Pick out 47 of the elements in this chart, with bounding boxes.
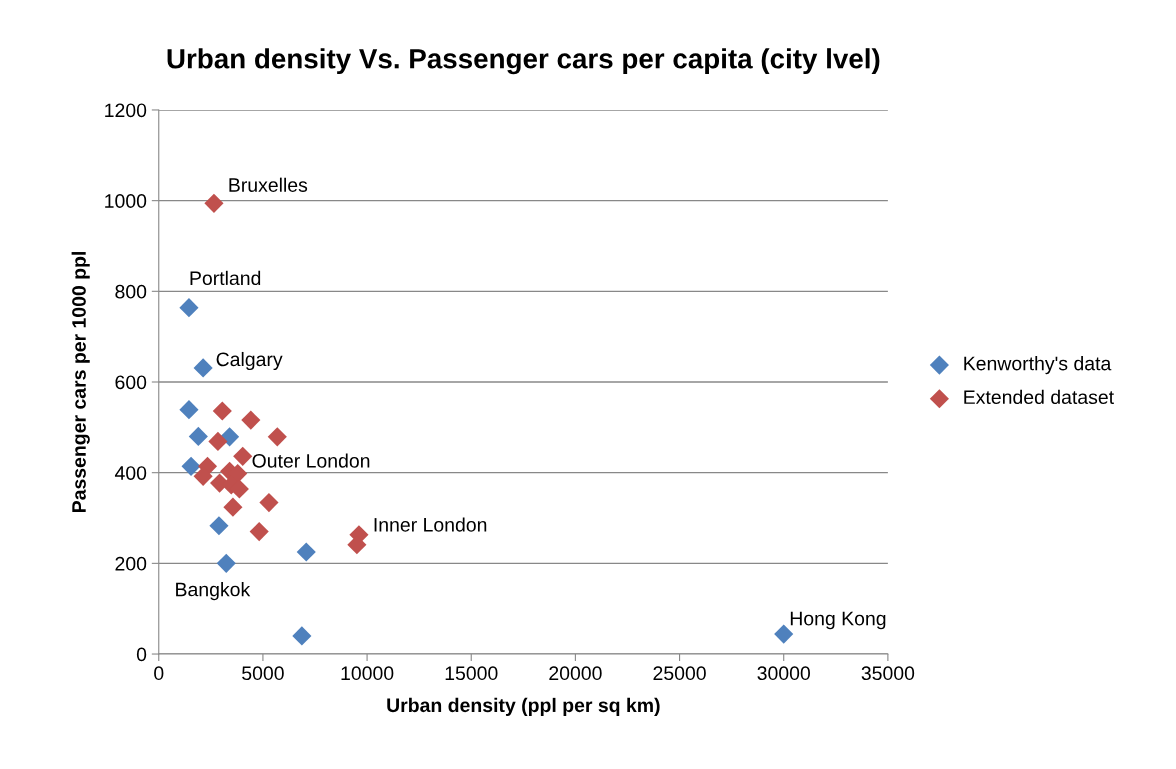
annotation: Portland [190, 270, 261, 286]
legend-label: Kenworthy's data [964, 356, 1112, 375]
annotation: Bangkok [176, 582, 251, 601]
point [204, 193, 224, 213]
y-tick-label: 1200 [105, 103, 147, 118]
chart-title: Urban density Vs. Passenger cars per capita (city lvel) [167, 48, 880, 75]
y-axis-title: Passenger cars per 1000 ppl [71, 252, 90, 513]
point [292, 626, 312, 646]
x-tick-label: 10000 [341, 666, 394, 681]
y-tick-label: 0 [136, 647, 147, 662]
point [241, 410, 261, 430]
x-tick-label: 5000 [242, 666, 284, 681]
point [179, 298, 199, 318]
annotation: Bruxelles [229, 177, 308, 192]
y-tick-label: 600 [115, 375, 147, 390]
x-axis-title: Urban density (ppl per sq km) [387, 697, 660, 716]
point [223, 497, 243, 517]
x-tick-label: 30000 [757, 666, 810, 681]
annotation: Inner London [374, 517, 487, 532]
point [181, 456, 201, 476]
point [296, 542, 316, 562]
y-tick-label: 1000 [105, 194, 147, 208]
point [249, 522, 269, 542]
x-tick-label: 15000 [445, 666, 498, 681]
annotation: Hong Kong [790, 611, 886, 630]
x-tick-label: 25000 [653, 666, 706, 681]
x-tick-label: 20000 [549, 666, 602, 681]
point [193, 358, 213, 378]
point [233, 446, 253, 466]
annotation: Calgary [216, 351, 283, 371]
y-tick-label: 200 [115, 556, 147, 571]
x-tick-label: 0 [154, 666, 164, 681]
y-tick-label: 400 [114, 466, 147, 480]
legend-label: Extended dataset [964, 389, 1114, 405]
point [209, 516, 229, 536]
point [259, 493, 279, 513]
point [212, 401, 232, 421]
point [216, 553, 236, 573]
point [193, 466, 213, 486]
point [179, 400, 199, 420]
point [347, 535, 367, 555]
point [188, 426, 208, 446]
annotation: Outer London [252, 453, 370, 468]
point [208, 431, 228, 451]
y-tick-label: 800 [115, 284, 147, 299]
point [267, 427, 287, 447]
x-tick-label: 35000 [861, 666, 915, 681]
